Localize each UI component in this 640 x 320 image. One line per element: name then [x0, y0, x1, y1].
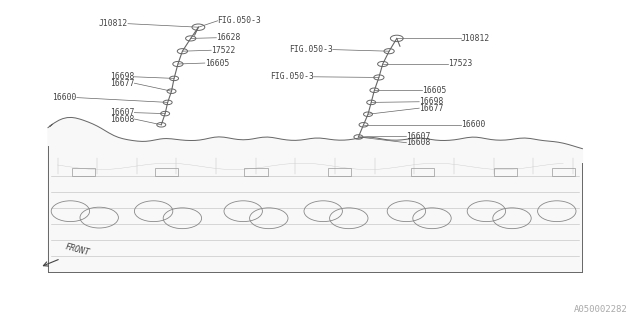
Polygon shape [48, 117, 582, 272]
Text: FIG.050-3: FIG.050-3 [269, 72, 314, 81]
Text: A050002282: A050002282 [573, 305, 627, 314]
Text: FIG.050-3: FIG.050-3 [218, 16, 262, 25]
Text: 16677: 16677 [419, 104, 444, 113]
Text: J10812: J10812 [461, 34, 490, 43]
Text: 16605: 16605 [205, 59, 229, 68]
Text: 17522: 17522 [211, 46, 236, 55]
Text: 16605: 16605 [422, 86, 447, 95]
Text: 16600: 16600 [461, 120, 485, 129]
Text: 17523: 17523 [448, 60, 472, 68]
Text: 16698: 16698 [419, 97, 444, 106]
Text: FIG.050-3: FIG.050-3 [289, 45, 333, 54]
Text: 16698: 16698 [110, 72, 134, 81]
Text: 16677: 16677 [110, 79, 134, 88]
Text: FRONT: FRONT [64, 242, 90, 257]
Text: 16608: 16608 [110, 115, 134, 124]
Text: 16600: 16600 [52, 93, 77, 102]
Text: 16607: 16607 [406, 132, 431, 141]
Text: 16628: 16628 [216, 33, 241, 42]
Text: 16607: 16607 [110, 108, 134, 117]
Text: 16608: 16608 [406, 138, 431, 147]
Text: J10812: J10812 [99, 19, 128, 28]
